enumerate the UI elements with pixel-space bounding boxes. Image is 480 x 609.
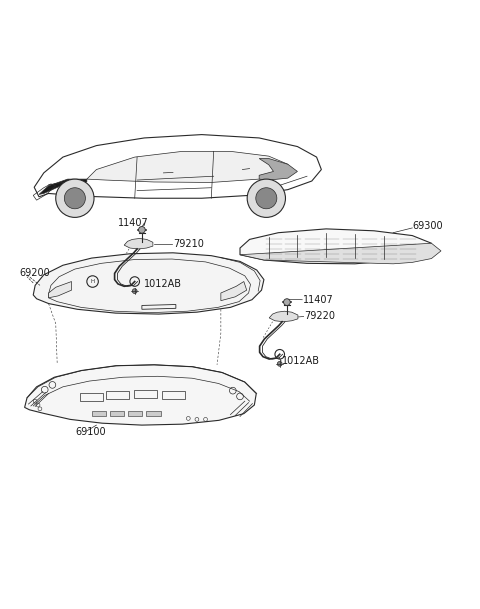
Text: 69100: 69100	[75, 427, 106, 437]
Circle shape	[284, 299, 290, 306]
Polygon shape	[87, 152, 288, 183]
Circle shape	[277, 362, 282, 366]
Bar	[128, 410, 143, 415]
Text: H: H	[91, 279, 95, 284]
Polygon shape	[34, 135, 322, 199]
Circle shape	[64, 188, 85, 209]
Circle shape	[256, 188, 277, 209]
Polygon shape	[24, 365, 256, 425]
Polygon shape	[269, 311, 298, 322]
Bar	[80, 393, 103, 401]
Bar	[134, 390, 157, 398]
Polygon shape	[221, 281, 247, 301]
Circle shape	[247, 179, 286, 217]
Circle shape	[56, 179, 94, 217]
Circle shape	[139, 227, 145, 233]
Text: 69200: 69200	[19, 269, 49, 278]
Text: 69300: 69300	[412, 220, 443, 231]
Polygon shape	[240, 229, 432, 264]
Bar	[146, 410, 160, 415]
Circle shape	[132, 289, 137, 294]
Polygon shape	[124, 239, 153, 249]
Bar	[110, 410, 124, 415]
Text: 1012AB: 1012AB	[282, 356, 320, 366]
Polygon shape	[39, 179, 87, 194]
Polygon shape	[33, 253, 264, 314]
Bar	[162, 390, 185, 400]
Text: 79220: 79220	[305, 311, 336, 322]
Text: 79210: 79210	[173, 239, 204, 249]
Polygon shape	[48, 281, 72, 298]
Polygon shape	[240, 243, 441, 264]
Bar	[92, 410, 106, 415]
Bar	[106, 390, 129, 400]
Text: 11407: 11407	[118, 218, 149, 228]
Polygon shape	[259, 158, 298, 180]
Text: 1012AB: 1012AB	[144, 280, 182, 289]
Text: 11407: 11407	[303, 295, 334, 304]
